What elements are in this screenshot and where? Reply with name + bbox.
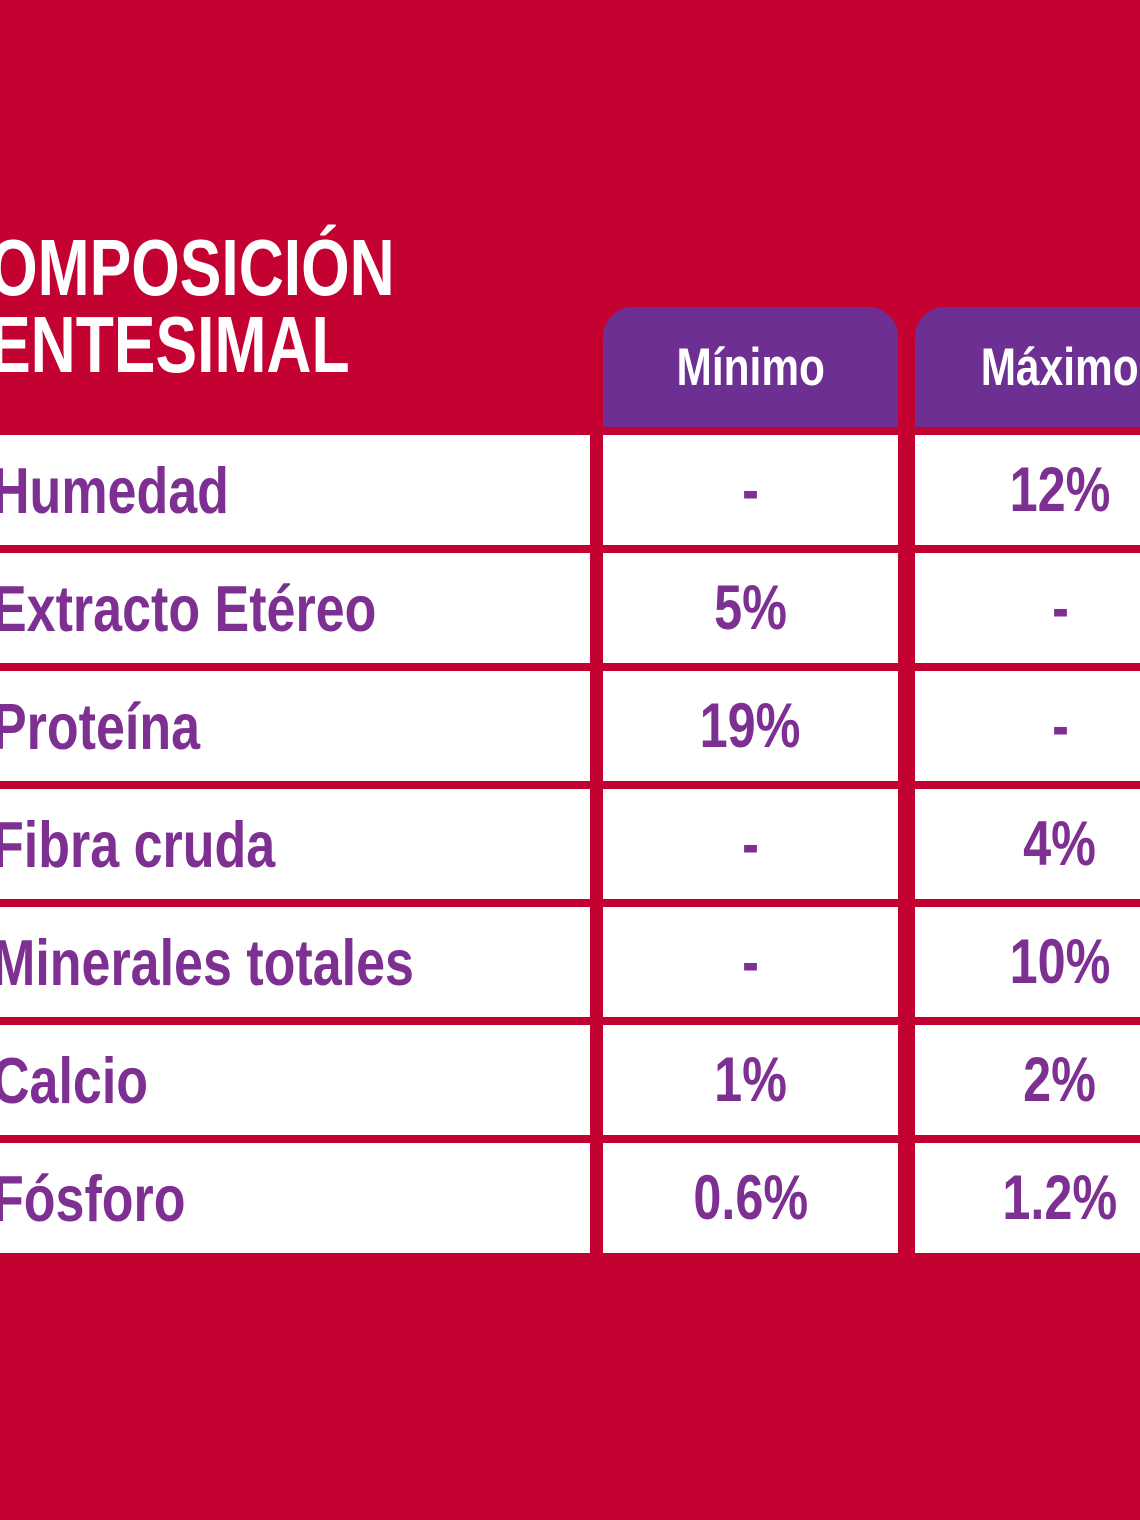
maximo-value: 12% — [1009, 455, 1111, 525]
minimo-value-cell: 19% — [603, 671, 898, 781]
column-divider — [590, 1143, 603, 1253]
row-label-text: Minerales totales — [0, 925, 414, 999]
table-row-extracto-etereo: Extracto Etéreo 5% - — [0, 553, 1140, 663]
page-title: COMPOSICIÓN CENTESIMAL — [0, 223, 522, 389]
minimo-value-cell: - — [603, 789, 898, 899]
header-tab-minimo-label: Mínimo — [676, 337, 825, 397]
header-tab-maximo-label: Máximo — [981, 337, 1139, 397]
minimo-value-cell: 0.6% — [603, 1143, 898, 1253]
page-title-line-1: COMPOSICIÓN — [0, 223, 395, 312]
column-divider — [898, 789, 915, 899]
minimo-value-cell: 1% — [603, 1025, 898, 1135]
header-tab-minimo: Mínimo — [603, 307, 898, 427]
column-divider — [590, 553, 603, 663]
maximo-value-cell: 4% — [915, 789, 1140, 899]
minimo-value: 19% — [700, 691, 801, 761]
row-label: Extracto Etéreo — [0, 553, 590, 663]
row-label: Proteína — [0, 671, 590, 781]
maximo-value-cell: 10% — [915, 907, 1140, 1017]
maximo-value: 1.2% — [1002, 1163, 1118, 1233]
row-label: Fibra cruda — [0, 789, 590, 899]
minimo-value-cell: - — [603, 907, 898, 1017]
table-row-fosforo: Fósforo 0.6% 1.2% — [0, 1143, 1140, 1253]
column-divider — [898, 1143, 915, 1253]
row-label-text: Extracto Etéreo — [0, 571, 377, 645]
column-divider — [590, 907, 603, 1017]
minimo-value-cell: 5% — [603, 553, 898, 663]
table-header-row: Mínimo Máximo — [0, 307, 1140, 427]
minimo-value: - — [742, 809, 759, 879]
column-divider — [898, 1025, 915, 1135]
column-divider — [590, 1025, 603, 1135]
column-divider — [590, 435, 603, 545]
row-label-text: Fósforo — [0, 1161, 186, 1235]
row-label-text: Calcio — [0, 1043, 149, 1117]
minimo-value: 0.6% — [693, 1163, 808, 1233]
minimo-value: 1% — [714, 1045, 787, 1115]
table-row-minerales-totales: Minerales totales - 10% — [0, 907, 1140, 1017]
maximo-value-cell: - — [915, 671, 1140, 781]
column-divider — [590, 789, 603, 899]
minimo-value: - — [742, 455, 759, 525]
column-divider — [898, 553, 915, 663]
row-label: Calcio — [0, 1025, 590, 1135]
maximo-value: - — [1051, 573, 1069, 643]
row-label-text: Fibra cruda — [0, 807, 276, 881]
column-divider — [898, 435, 915, 545]
maximo-value: 10% — [1009, 927, 1111, 997]
maximo-value-cell: - — [915, 553, 1140, 663]
table-row-fibra-cruda: Fibra cruda - 4% — [0, 789, 1140, 899]
minimo-value: - — [742, 927, 759, 997]
minimo-value-cell: - — [603, 435, 898, 545]
page-title-line-2: CENTESIMAL — [0, 300, 350, 389]
maximo-value-cell: 12% — [915, 435, 1140, 545]
column-divider — [590, 671, 603, 781]
table-row-proteina: Proteína 19% - — [0, 671, 1140, 781]
maximo-value-cell: 2% — [915, 1025, 1140, 1135]
row-label: Minerales totales — [0, 907, 590, 1017]
minimo-value: 5% — [714, 573, 787, 643]
column-divider — [898, 671, 915, 781]
maximo-value-cell: 1.2% — [915, 1143, 1140, 1253]
row-label-text: Proteína — [0, 689, 201, 763]
maximo-value: 2% — [1023, 1045, 1097, 1115]
maximo-value: - — [1051, 691, 1069, 761]
row-label: Humedad — [0, 435, 590, 545]
maximo-value: 4% — [1023, 809, 1097, 879]
composition-table: Mínimo Máximo Humedad - 12% Extracto Eté… — [0, 307, 1140, 1261]
table-row-calcio: Calcio 1% 2% — [0, 1025, 1140, 1135]
table-row-humedad: Humedad - 12% — [0, 435, 1140, 545]
header-tab-maximo: Máximo — [915, 307, 1140, 427]
row-label-text: Humedad — [0, 453, 229, 527]
row-label: Fósforo — [0, 1143, 590, 1253]
column-divider — [898, 907, 915, 1017]
